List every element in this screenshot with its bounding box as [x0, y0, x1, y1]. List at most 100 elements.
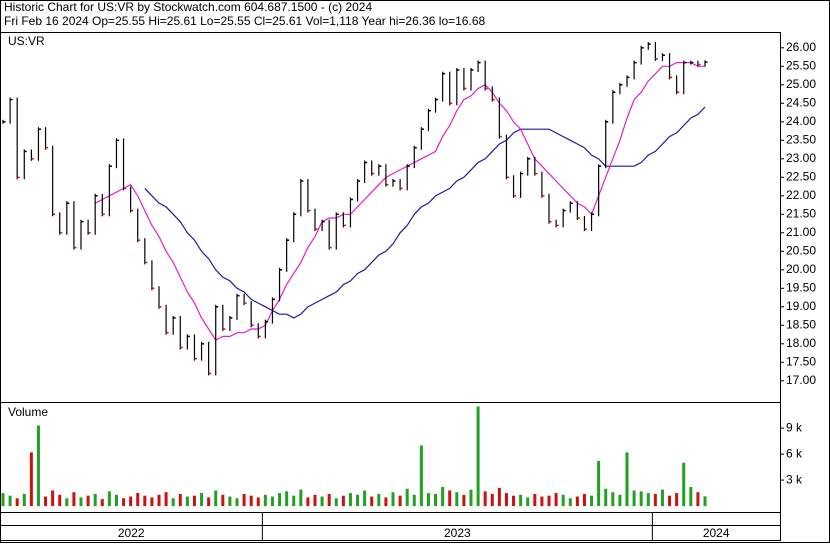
- close-tick: [173, 317, 176, 319]
- volume-bar: [313, 494, 317, 507]
- volume-bar: [334, 498, 338, 507]
- close-tick: [485, 87, 488, 90]
- volume-bar: [8, 495, 12, 507]
- close-tick: [414, 146, 417, 149]
- y-tick-label: 25.00: [786, 77, 816, 91]
- volume-bar: [356, 494, 360, 507]
- chart-title: Historic Chart for US:VR by Stockwatch.c…: [4, 0, 372, 14]
- close-tick: [10, 98, 13, 101]
- volume-bar: [285, 491, 289, 507]
- y-tick-label: 17.50: [786, 354, 816, 368]
- y-tick-label: 19.50: [786, 280, 816, 294]
- close-tick: [237, 294, 240, 297]
- volume-bar: [143, 495, 147, 507]
- volume-bar: [363, 490, 367, 507]
- volume-bar: [44, 496, 48, 507]
- close-tick: [513, 195, 517, 197]
- close-tick: [400, 187, 403, 190]
- y-tick-label: 25.50: [786, 58, 816, 72]
- close-tick: [81, 220, 84, 223]
- close-tick: [279, 269, 283, 271]
- close-tick: [24, 150, 27, 153]
- close-tick: [563, 209, 566, 212]
- volume-bar: [682, 462, 686, 507]
- close-tick: [598, 165, 602, 167]
- close-tick: [541, 195, 545, 197]
- close-tick: [577, 217, 580, 219]
- volume-bar: [391, 492, 395, 507]
- close-tick: [428, 109, 431, 112]
- close-tick: [421, 128, 424, 130]
- close-tick: [705, 61, 708, 63]
- y-tick-label: 20.50: [786, 243, 816, 257]
- y-tick-label: 24.00: [786, 114, 816, 128]
- volume-label: Volume: [8, 405, 48, 419]
- close-tick: [619, 84, 623, 86]
- volume-bar: [554, 493, 558, 507]
- close-tick: [315, 228, 318, 230]
- volume-bar: [497, 487, 501, 507]
- close-tick: [697, 63, 701, 66]
- close-tick: [463, 87, 467, 90]
- price-panel: [0, 32, 781, 403]
- volume-bar: [455, 492, 459, 507]
- volume-bar: [632, 490, 636, 507]
- volume-bar: [65, 498, 69, 507]
- close-tick: [435, 98, 439, 101]
- close-tick: [215, 306, 219, 308]
- close-tick: [605, 121, 609, 123]
- close-tick: [591, 213, 595, 216]
- close-tick: [31, 158, 34, 160]
- volume-bar: [270, 496, 274, 507]
- close-tick: [109, 165, 112, 167]
- volume-bar: [504, 493, 508, 507]
- volume-bar: [320, 496, 324, 507]
- volume-bar: [136, 493, 140, 507]
- volume-bar: [348, 493, 352, 507]
- volume-bar: [114, 494, 118, 507]
- close-tick: [45, 146, 49, 149]
- volume-bar: [107, 491, 111, 507]
- close-tick: [634, 61, 637, 64]
- fast-average: [94, 62, 705, 341]
- volume-bar: [604, 488, 608, 507]
- volume-bar: [235, 498, 239, 507]
- volume-bar: [660, 489, 664, 507]
- volume-bar: [469, 489, 473, 507]
- volume-bar: [299, 489, 303, 507]
- close-tick: [442, 72, 446, 75]
- volume-bar: [653, 493, 657, 507]
- close-tick: [151, 287, 155, 290]
- y-tick-label: 20.00: [786, 262, 816, 276]
- close-tick: [407, 165, 410, 167]
- close-tick: [59, 232, 63, 234]
- volume-bar: [668, 495, 672, 507]
- volume-tick-label: 9 k: [786, 420, 803, 434]
- volume-tick-label: 3 k: [786, 472, 803, 486]
- close-tick: [123, 187, 127, 190]
- close-tick: [17, 176, 20, 179]
- volume-bar: [150, 497, 154, 507]
- close-tick: [371, 172, 375, 175]
- volume-bar: [22, 493, 26, 507]
- volume-bar: [79, 497, 83, 507]
- y-tick-label: 21.00: [786, 225, 816, 239]
- close-tick: [187, 335, 190, 338]
- volume-bar: [86, 495, 90, 507]
- volume-bar: [434, 493, 438, 507]
- volume-bar: [171, 498, 175, 507]
- volume-bar: [398, 495, 402, 507]
- close-tick: [130, 209, 134, 212]
- volume-bar: [476, 406, 480, 507]
- volume-bar: [256, 497, 260, 507]
- close-tick: [449, 102, 453, 105]
- close-tick: [272, 298, 275, 301]
- volume-bar: [547, 495, 551, 507]
- volume-bar: [164, 492, 168, 507]
- close-tick: [222, 328, 226, 330]
- volume-bar: [575, 496, 579, 507]
- close-tick: [385, 183, 389, 186]
- close-tick: [52, 213, 56, 216]
- close-tick: [95, 195, 98, 197]
